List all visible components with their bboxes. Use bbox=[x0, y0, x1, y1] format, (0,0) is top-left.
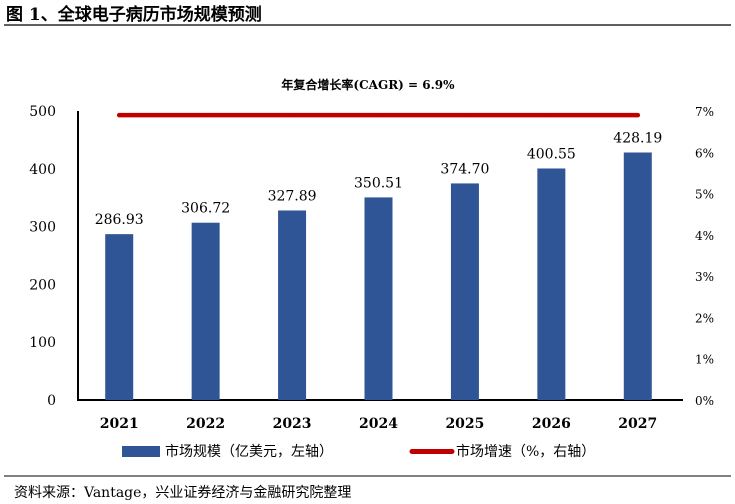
bar-data-label: 327.89 bbox=[268, 188, 317, 204]
bar bbox=[191, 222, 220, 400]
bar-data-label: 286.93 bbox=[95, 212, 144, 228]
axis-lines bbox=[77, 111, 683, 401]
x-tick-label: 2022 bbox=[186, 416, 225, 432]
growth-point bbox=[203, 113, 208, 118]
legend-label-line: 市场增速（%，右轴） bbox=[456, 443, 595, 460]
y-left-tick-label: 300 bbox=[29, 220, 56, 236]
x-tick-label: 2021 bbox=[100, 416, 139, 432]
x-tick-label: 2024 bbox=[359, 416, 398, 432]
source-note: 资料来源：Vantage，兴业证券经济与金融研究院整理 bbox=[14, 485, 351, 501]
y-right-tick-label: 3% bbox=[695, 270, 714, 284]
y-right-tick-label: 1% bbox=[695, 353, 714, 367]
y-right-tick-label: 7% bbox=[695, 105, 714, 119]
legend-swatch-bar bbox=[122, 446, 160, 457]
growth-point bbox=[376, 113, 381, 118]
y-left-tick-label: 500 bbox=[29, 104, 56, 120]
bar-data-label: 400.55 bbox=[527, 146, 576, 162]
y-left-tick-label: 200 bbox=[29, 277, 56, 293]
y-right-tick-label: 6% bbox=[695, 146, 714, 160]
growth-point bbox=[549, 113, 554, 118]
bar bbox=[105, 234, 134, 400]
growth-point bbox=[635, 113, 640, 118]
bar-data-label: 350.51 bbox=[354, 175, 403, 191]
growth-point bbox=[290, 113, 295, 118]
figure-title: 图 1、全球电子病历市场规模预测 bbox=[6, 4, 262, 25]
bar bbox=[537, 168, 566, 400]
y-right-tick-label: 5% bbox=[695, 188, 714, 202]
cagr-annotation: 年复合增长率(CAGR) = 6.9% bbox=[281, 77, 455, 92]
bar bbox=[450, 183, 479, 400]
y-left-tick-label: 0 bbox=[47, 393, 56, 409]
y-left-tick-label: 400 bbox=[29, 162, 56, 178]
bar-data-label: 374.70 bbox=[440, 161, 489, 177]
x-tick-label: 2026 bbox=[532, 416, 571, 432]
y-right-tick-label: 0% bbox=[695, 394, 714, 408]
bar bbox=[278, 210, 307, 400]
growth-point bbox=[117, 113, 122, 118]
x-tick-label: 2027 bbox=[618, 416, 657, 432]
y-right-tick-label: 4% bbox=[695, 229, 714, 243]
bar-data-label: 428.19 bbox=[613, 131, 662, 147]
y-right-tick-label: 2% bbox=[695, 311, 714, 325]
legend: 市场规模（亿美元，左轴） 市场增速（%，右轴） bbox=[122, 443, 595, 460]
legend-label-bar: 市场规模（亿美元，左轴） bbox=[165, 443, 333, 460]
bar-data-label: 306.72 bbox=[181, 201, 230, 217]
bar bbox=[623, 152, 652, 400]
x-tick-label: 2025 bbox=[445, 416, 484, 432]
y-left-tick-label: 100 bbox=[29, 335, 56, 351]
bar bbox=[364, 197, 393, 400]
x-tick-label: 2023 bbox=[273, 416, 312, 432]
growth-point bbox=[462, 113, 467, 118]
